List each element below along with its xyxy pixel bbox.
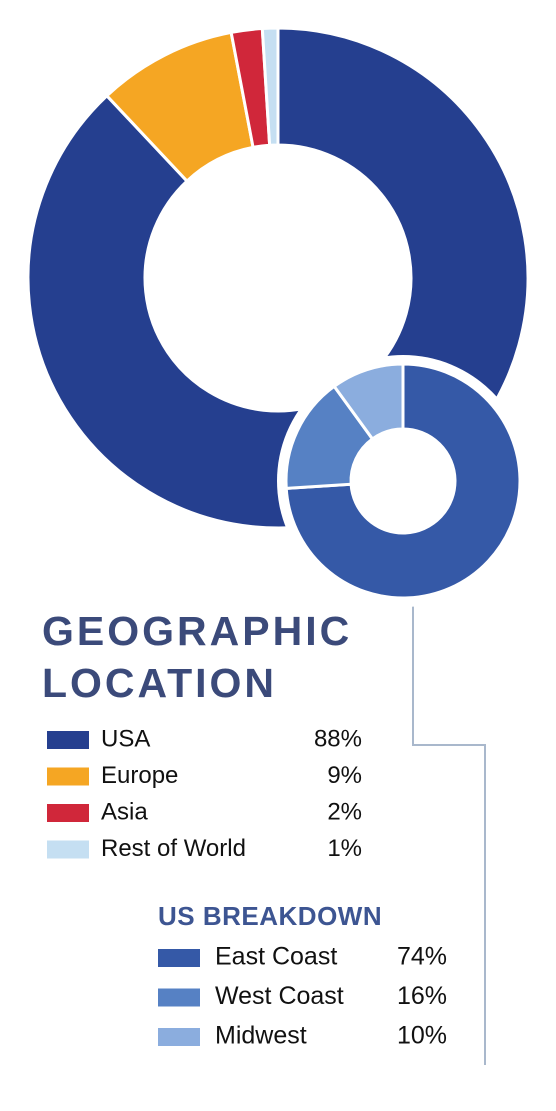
legend-label: West Coast (215, 982, 344, 1010)
donut-segment (284, 362, 522, 600)
legend-label: Europe (101, 762, 178, 789)
connector (412, 600, 486, 1065)
value-label: 16% (397, 982, 447, 1010)
legend-swatch (47, 731, 89, 749)
donut-segment (332, 362, 405, 442)
legend-swatch (158, 1028, 200, 1046)
legend-swatch (47, 804, 89, 822)
value-label: 2% (327, 798, 362, 825)
legend-label: Asia (101, 798, 148, 825)
legend-label: Rest of World (101, 835, 246, 862)
legend-label: USA (101, 725, 150, 752)
value-label: 1% (327, 835, 362, 862)
legend-label: East Coast (215, 943, 337, 971)
legend-label: Midwest (215, 1022, 307, 1050)
legend-swatch (158, 988, 200, 1007)
legend-swatch (47, 767, 89, 786)
donut-segment (284, 384, 375, 490)
value-label: 88% (314, 725, 362, 752)
chart-title: GEOGRAPHIC LOCATION (42, 608, 353, 706)
value-label: 10% (397, 1022, 447, 1050)
value-label: 9% (327, 762, 362, 789)
chart-title: US BREAKDOWN (158, 901, 382, 931)
donut-segment (260, 26, 280, 147)
value-label: 74% (397, 943, 447, 971)
legend-swatch (158, 949, 200, 967)
legend-swatch (47, 840, 89, 859)
